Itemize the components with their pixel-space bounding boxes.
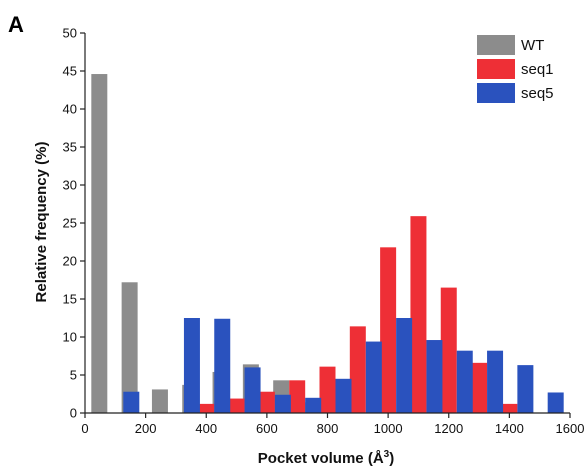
x-axis-label-main: Pocket volume (Å [258, 450, 384, 467]
y-tick-label: 35 [63, 140, 77, 155]
y-tick-label: 10 [63, 330, 77, 345]
bar-seq5-1000 [396, 318, 413, 413]
bar-seq1-1400 [501, 403, 518, 413]
axes-layer [80, 32, 571, 418]
x-tick-label: 800 [317, 421, 339, 436]
bar-seq5-600 [274, 394, 291, 413]
bar-seq5-800 [335, 378, 352, 413]
x-tick-label: 1600 [556, 421, 585, 436]
legend-label-wt: WT [521, 37, 544, 54]
bar-seq5-1200 [456, 350, 473, 413]
bar-seq5-500 [244, 367, 261, 413]
y-tick-label: 0 [70, 406, 77, 421]
bar-seq1-500 [228, 398, 245, 413]
bar-seq5-100 [123, 391, 140, 413]
x-tick-label: 0 [81, 421, 88, 436]
bar-seq5-900 [365, 341, 382, 413]
x-tick-label: 1000 [374, 421, 403, 436]
bar-seq1-900 [349, 326, 366, 413]
y-tick-label: 50 [63, 26, 77, 41]
tick-labels-layer: 0 5 10 15 20 25 30 35 40 45 50 0 200 400 600 800 1000 120… [63, 26, 585, 437]
bar-seq5-700 [305, 397, 322, 413]
bar-seq5-400 [214, 318, 231, 413]
legend-label-seq1: seq1 [521, 61, 554, 78]
bar-seq5-1400 [517, 365, 534, 413]
bar-wt-300 [151, 389, 168, 413]
bar-seq1-400 [198, 403, 215, 413]
bar-seq5-1100 [426, 340, 443, 413]
y-tick-label: 45 [63, 64, 77, 79]
bar-seq1-1200 [440, 287, 457, 413]
x-tick-label: 200 [135, 421, 157, 436]
x-tick-label: 1200 [434, 421, 463, 436]
bar-seq1-1300 [471, 362, 488, 413]
panel-label: A [8, 12, 24, 37]
bar-seq5-300 [183, 318, 200, 413]
y-tick-label: 15 [63, 292, 77, 307]
bar-seq5-1500 [547, 392, 564, 413]
x-axis-label: Pocket volume (Å3) [258, 449, 394, 467]
legend-label-seq5: seq5 [521, 85, 554, 102]
bar-seq1-600 [258, 391, 275, 413]
bars-layer [91, 74, 564, 413]
x-axis-label-end: ) [389, 450, 394, 467]
bar-seq1-1000 [380, 247, 397, 413]
x-axis-label-sup: 3 [384, 449, 390, 460]
legend: WT seq1 seq5 [477, 35, 554, 103]
y-tick-label: 20 [63, 254, 77, 269]
x-tick-label: 600 [256, 421, 278, 436]
y-tick-label: 25 [63, 216, 77, 231]
x-tick-label: 400 [195, 421, 217, 436]
bar-wt-200 [121, 282, 138, 413]
bar-wt-100 [91, 74, 108, 413]
bar-seq1-1100 [410, 216, 427, 413]
y-axis-label: Relative frequency (%) [33, 142, 50, 303]
legend-swatch-wt [477, 35, 515, 55]
bar-seq1-800 [319, 366, 336, 413]
x-tick-label: 1400 [495, 421, 524, 436]
legend-swatch-seq5 [477, 83, 515, 103]
bar-seq5-1300 [487, 350, 504, 413]
bar-seq1-700 [289, 380, 306, 413]
y-tick-label: 40 [63, 102, 77, 117]
y-tick-label: 5 [70, 368, 77, 383]
y-tick-label: 30 [63, 178, 77, 193]
legend-swatch-seq1 [477, 59, 515, 79]
